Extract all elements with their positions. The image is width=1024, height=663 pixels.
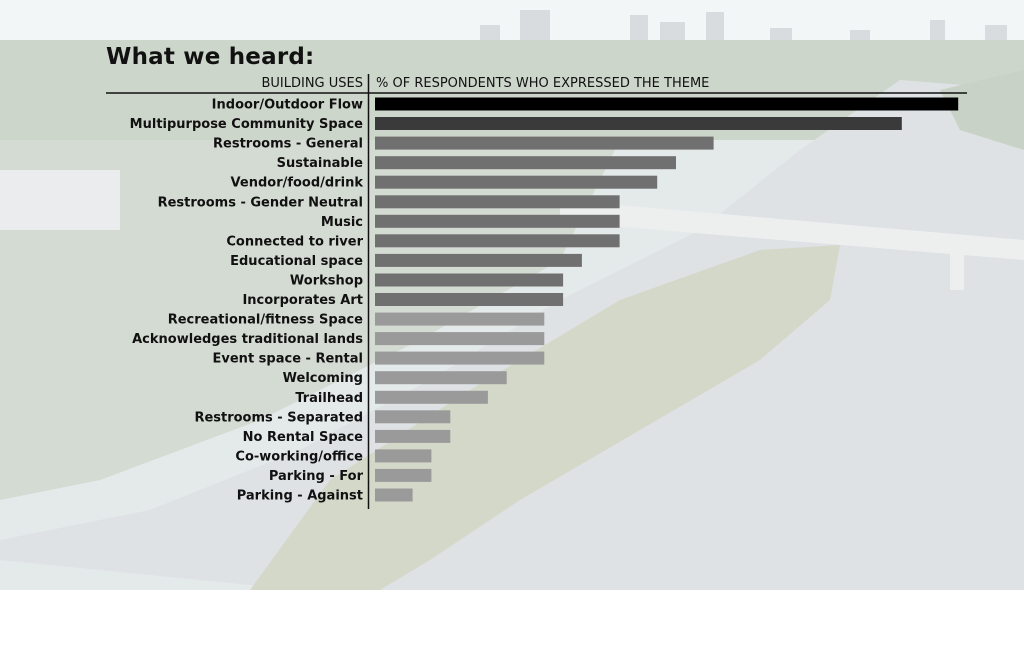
bar-restrooms-gender-neutral (375, 195, 620, 209)
bar-incorporates-art (375, 293, 564, 306)
category-label-parking-for: Parking - For (269, 469, 364, 484)
bar-no-rental-space (375, 429, 451, 443)
category-column-header: BUILDING USES (261, 76, 363, 91)
bar-restrooms-separated (375, 410, 451, 424)
chart-title: What we heard: (106, 44, 315, 70)
bar-restrooms-general (375, 136, 714, 150)
category-label-restrooms-gender-neutral: Restrooms - Gender Neutral (158, 195, 363, 210)
bars-group (375, 97, 959, 502)
bar-acknowledges-traditional-lands (375, 332, 545, 346)
category-label-workshop: Workshop (290, 274, 363, 289)
category-label-co-working-office: Co-working/office (235, 449, 363, 464)
bar-parking-against (375, 488, 413, 502)
category-label-connected-to-river: Connected to river (226, 234, 363, 249)
bar-vendor-food-drink (375, 175, 658, 189)
category-label-acknowledges-traditional-lands: Acknowledges traditional lands (132, 332, 363, 347)
value-column-header: % OF RESPONDENTS WHO EXPRESSED THE THEME (376, 76, 710, 91)
category-label-incorporates-art: Incorporates Art (242, 293, 363, 308)
bar-connected-to-river (375, 234, 620, 248)
bar-event-space-rental (375, 351, 545, 365)
bar-indoor-outdoor-flow (375, 97, 959, 111)
bar-parking-for (375, 468, 432, 482)
bar-recreational-fitness-space (375, 312, 545, 326)
bar-multipurpose-community-space (375, 117, 902, 130)
category-label-recreational-fitness-space: Recreational/fitness Space (168, 313, 363, 328)
category-label-trailhead: Trailhead (295, 391, 363, 406)
bar-trailhead (375, 390, 488, 404)
category-label-event-space-rental: Event space - Rental (213, 352, 363, 367)
category-label-music: Music (321, 215, 363, 230)
category-label-parking-against: Parking - Against (237, 489, 363, 504)
bar-workshop (375, 273, 564, 287)
bar-music (375, 214, 620, 228)
category-label-sustainable: Sustainable (277, 156, 364, 171)
category-label-no-rental-space: No Rental Space (243, 430, 364, 445)
category-label-indoor-outdoor-flow: Indoor/Outdoor Flow (212, 98, 363, 113)
bar-sustainable (375, 156, 676, 170)
category-label-restrooms-separated: Restrooms - Separated (194, 410, 363, 425)
category-label-vendor-food-drink: Vendor/food/drink (231, 176, 364, 191)
category-labels-group: Indoor/Outdoor Flow Multipurpose Communit… (130, 98, 364, 504)
category-label-welcoming: Welcoming (283, 371, 363, 386)
category-label-educational-space: Educational space (230, 254, 363, 269)
bar-educational-space (375, 253, 582, 267)
category-label-restrooms-general: Restrooms - General (213, 137, 363, 152)
bar-co-working-office (375, 449, 432, 463)
bar-welcoming (375, 371, 507, 385)
category-label-multipurpose-community-space: Multipurpose Community Space (130, 117, 363, 132)
